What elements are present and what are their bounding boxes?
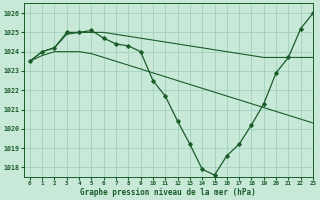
X-axis label: Graphe pression niveau de la mer (hPa): Graphe pression niveau de la mer (hPa) [80, 188, 256, 197]
